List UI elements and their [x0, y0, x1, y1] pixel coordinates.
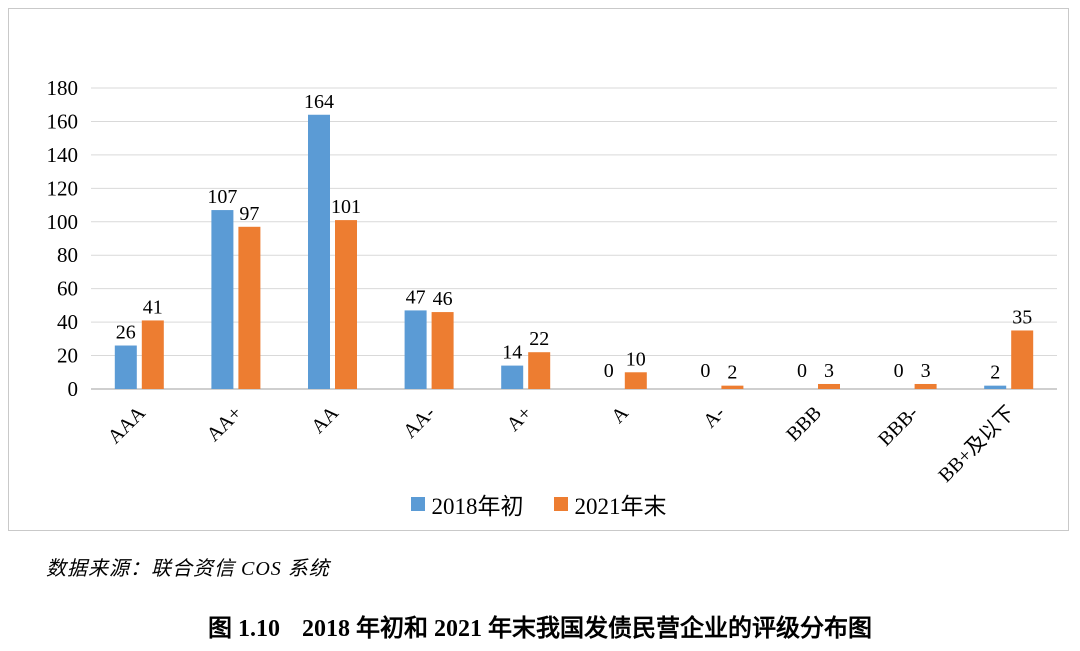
y-axis-tick-label: 80 — [57, 243, 78, 267]
y-axis-tick-label: 160 — [47, 109, 79, 133]
bar-s0-c9 — [984, 385, 1007, 389]
bar-s1-c6 — [721, 385, 744, 389]
figure-caption-text: 2018 年初和 2021 年末我国发债民营企业的评级分布图 — [302, 616, 872, 642]
legend-item-2018: 2018年初 — [410, 487, 524, 521]
bar-value-label: 47 — [406, 286, 426, 308]
data-source-note: 数据来源：联合资信 COS 系统 — [46, 558, 330, 580]
bar-value-label: 46 — [433, 288, 453, 310]
chart-legend: 2018年初 2021年末 — [9, 487, 1068, 521]
bar-value-label: 2 — [727, 362, 737, 384]
bar-value-label: 0 — [604, 360, 614, 382]
bar-s1-c2 — [335, 220, 357, 389]
figure-caption: 图 1.10 2018 年初和 2021 年末我国发债民营企业的评级分布图 — [0, 608, 1080, 643]
bar-value-label: 2 — [990, 362, 1000, 384]
x-axis-label: A- — [699, 402, 729, 432]
bar-value-label: 26 — [116, 322, 136, 344]
x-axis-label: A — [607, 402, 633, 428]
y-axis-tick-label: 40 — [57, 310, 78, 334]
y-axis-tick-label: 120 — [47, 176, 79, 200]
x-axis-label: BB+及以下 — [934, 402, 1019, 487]
y-axis-tick-label: 20 — [57, 344, 78, 368]
bar-s1-c8 — [914, 383, 937, 389]
bar-s1-c0 — [141, 320, 164, 389]
bar-s1-c9 — [1011, 330, 1034, 389]
legend-label-2021: 2021年末 — [574, 494, 667, 519]
bar-value-label: 0 — [894, 360, 904, 382]
x-axis-label: A+ — [502, 402, 536, 436]
bar-value-label: 3 — [921, 360, 931, 382]
bar-s1-c3 — [431, 312, 454, 389]
legend-swatch-2018 — [410, 497, 425, 511]
bar-value-label: 107 — [207, 186, 237, 208]
bar-s1-c7 — [818, 383, 840, 389]
y-axis-tick-label: 60 — [57, 277, 78, 301]
chart-frame: 0 20 40 60 80 100 120 140 160 180 26 41 AAA 107 97 AA+ 1… — [8, 8, 1069, 531]
bar-value-label: 41 — [143, 296, 163, 318]
bar-s0-c3 — [404, 310, 427, 389]
x-axis-label: BBB- — [874, 402, 923, 451]
y-axis-tick-label: 140 — [47, 143, 79, 167]
x-axis-label: AA- — [399, 402, 440, 443]
x-axis-label: BBB — [782, 402, 826, 446]
y-axis-tick-label: 100 — [47, 210, 79, 234]
bar-value-label: 14 — [502, 342, 522, 364]
bar-chart: 0204060801001201401601802641AAA10797AA+1… — [47, 76, 1057, 487]
legend-item-2021: 2021年末 — [553, 487, 667, 521]
bar-value-label: 97 — [239, 203, 259, 225]
bar-value-label: 22 — [529, 328, 549, 350]
y-axis-tick-label: 0 — [68, 377, 79, 401]
x-axis-label: AAA — [104, 402, 151, 449]
bar-value-label: 10 — [626, 348, 646, 370]
bar-s0-c4 — [501, 365, 524, 389]
y-axis-tick-label: 180 — [47, 76, 79, 100]
bar-s0-c1 — [211, 210, 234, 389]
bar-s1-c4 — [528, 352, 551, 389]
bar-value-label: 35 — [1012, 306, 1032, 328]
bar-value-label: 0 — [700, 360, 710, 382]
bar-s0-c0 — [114, 345, 137, 389]
legend-label-2018: 2018年初 — [431, 494, 524, 519]
bar-value-label: 101 — [331, 196, 361, 218]
bar-s1-c5 — [624, 372, 647, 389]
bar-s1-c1 — [238, 226, 261, 389]
bar-value-label: 0 — [797, 360, 807, 382]
x-axis-label: AA — [307, 402, 343, 438]
figure-caption-number: 图 1.10 — [208, 616, 280, 642]
x-axis-label: AA+ — [202, 402, 246, 446]
bar-s0-c2 — [308, 114, 330, 389]
bar-value-label: 3 — [824, 360, 834, 382]
bar-value-label: 164 — [304, 91, 334, 113]
legend-swatch-2021 — [553, 497, 568, 511]
